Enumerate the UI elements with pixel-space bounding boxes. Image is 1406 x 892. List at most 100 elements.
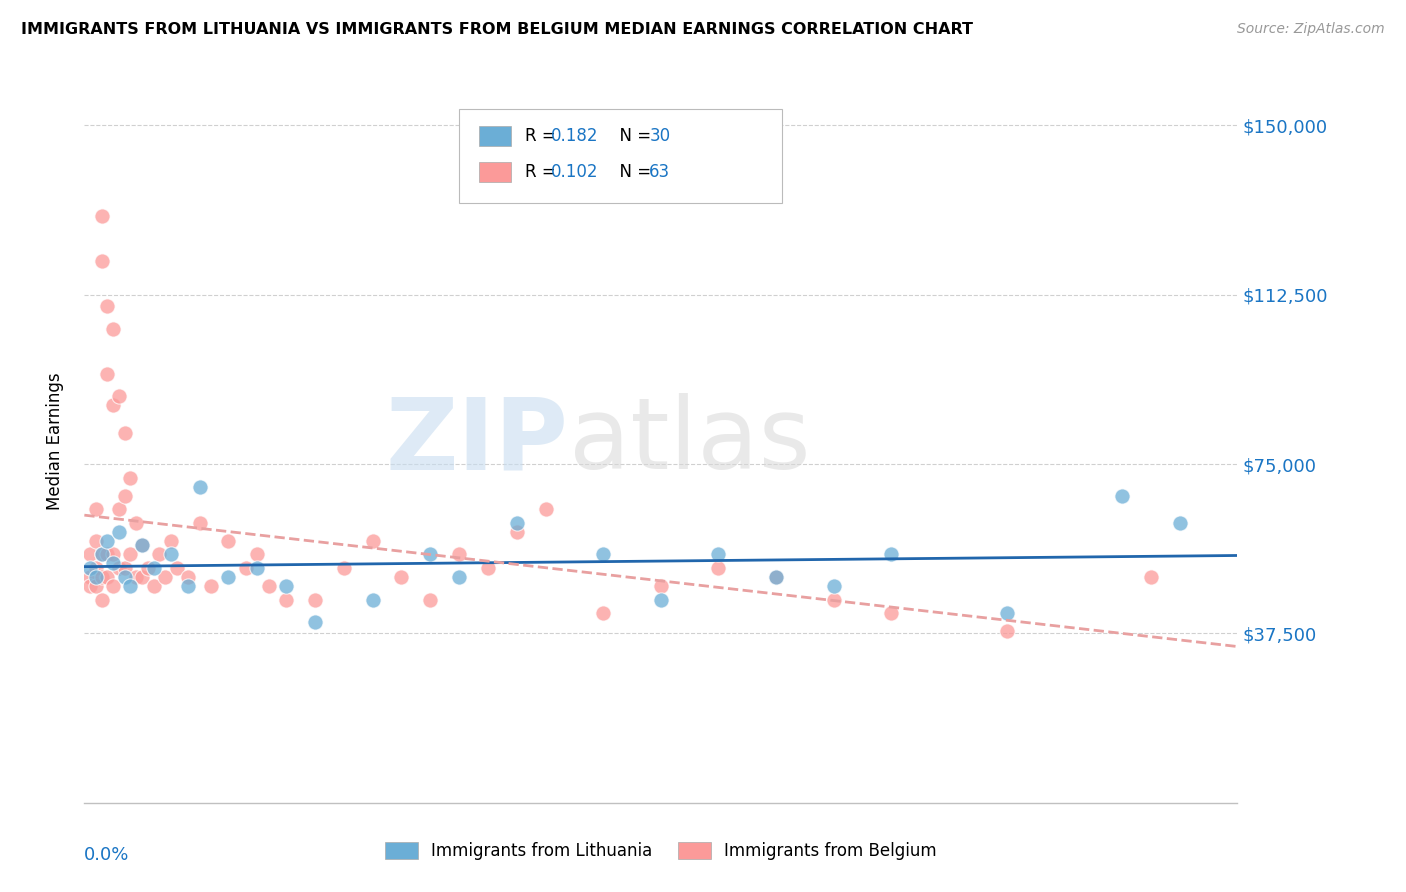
Point: [96, 299, 118, 313]
Point: [534, 502, 557, 516]
Point: [160, 533, 183, 548]
Point: [361, 533, 384, 548]
Point: [276, 579, 298, 593]
Point: [90, 209, 112, 223]
Point: [103, 398, 124, 412]
Point: [142, 579, 165, 593]
Point: [246, 548, 269, 562]
Point: [995, 606, 1018, 620]
Point: [103, 321, 124, 335]
Text: atlas: atlas: [568, 393, 810, 490]
Point: [84, 561, 107, 575]
Point: [153, 570, 176, 584]
Point: [304, 615, 326, 630]
Text: 0.102: 0.102: [551, 163, 599, 181]
Point: [419, 548, 441, 562]
Point: [84, 570, 107, 584]
Point: [142, 561, 165, 575]
Point: [90, 548, 112, 562]
Point: [114, 561, 136, 575]
Point: [333, 561, 356, 575]
Point: [276, 592, 298, 607]
Point: [361, 592, 384, 607]
Point: [823, 592, 845, 607]
Point: [257, 579, 280, 593]
Point: [449, 548, 471, 562]
Point: [79, 548, 101, 562]
Point: [823, 579, 845, 593]
Point: [103, 557, 124, 571]
Point: [96, 548, 118, 562]
Point: [200, 579, 222, 593]
Point: [160, 548, 183, 562]
Point: [96, 570, 118, 584]
Point: [650, 579, 672, 593]
Point: [235, 561, 257, 575]
Point: [765, 570, 787, 584]
Point: [477, 561, 499, 575]
Point: [96, 367, 118, 381]
Point: [103, 579, 124, 593]
Point: [90, 592, 112, 607]
Point: [84, 579, 107, 593]
Point: [114, 489, 136, 503]
Text: 30: 30: [650, 127, 671, 145]
Point: [148, 548, 170, 562]
Point: [131, 538, 153, 552]
Point: [103, 548, 124, 562]
Point: [114, 425, 136, 440]
Text: 63: 63: [650, 163, 671, 181]
Point: [166, 561, 188, 575]
Point: [592, 606, 614, 620]
FancyBboxPatch shape: [478, 162, 510, 182]
Point: [506, 516, 529, 530]
Point: [131, 570, 153, 584]
Point: [79, 579, 101, 593]
Point: [188, 480, 211, 494]
Text: 0.0%: 0.0%: [84, 847, 129, 864]
FancyBboxPatch shape: [478, 126, 510, 146]
Point: [304, 592, 326, 607]
Point: [506, 524, 529, 539]
Point: [391, 570, 413, 584]
Text: N =: N =: [609, 163, 657, 181]
Point: [90, 253, 112, 268]
Point: [90, 548, 112, 562]
Point: [96, 533, 118, 548]
Text: R =: R =: [524, 127, 561, 145]
Legend: Immigrants from Lithuania, Immigrants from Belgium: Immigrants from Lithuania, Immigrants fr…: [378, 835, 943, 867]
Point: [108, 389, 131, 403]
Point: [79, 561, 101, 575]
Point: [707, 548, 730, 562]
Text: R =: R =: [524, 163, 561, 181]
Point: [188, 516, 211, 530]
Point: [79, 570, 101, 584]
Point: [84, 502, 107, 516]
Text: N =: N =: [609, 127, 657, 145]
Text: ZIP: ZIP: [385, 393, 568, 490]
Point: [131, 538, 153, 552]
Point: [218, 533, 240, 548]
Point: [218, 570, 240, 584]
Point: [765, 570, 787, 584]
Point: [125, 570, 148, 584]
Point: [1111, 489, 1133, 503]
Point: [880, 548, 903, 562]
Point: [108, 502, 131, 516]
Point: [125, 516, 148, 530]
Point: [592, 548, 614, 562]
Y-axis label: Median Earnings: Median Earnings: [45, 373, 63, 510]
Point: [1168, 516, 1191, 530]
Point: [650, 592, 672, 607]
Point: [84, 533, 107, 548]
Point: [419, 592, 441, 607]
Point: [880, 606, 903, 620]
Point: [90, 570, 112, 584]
Point: [246, 561, 269, 575]
Point: [136, 561, 159, 575]
Text: IMMIGRANTS FROM LITHUANIA VS IMMIGRANTS FROM BELGIUM MEDIAN EARNINGS CORRELATION: IMMIGRANTS FROM LITHUANIA VS IMMIGRANTS …: [21, 22, 973, 37]
Point: [1140, 570, 1163, 584]
Text: 0.182: 0.182: [551, 127, 599, 145]
Text: Source: ZipAtlas.com: Source: ZipAtlas.com: [1237, 22, 1385, 37]
Point: [995, 624, 1018, 639]
